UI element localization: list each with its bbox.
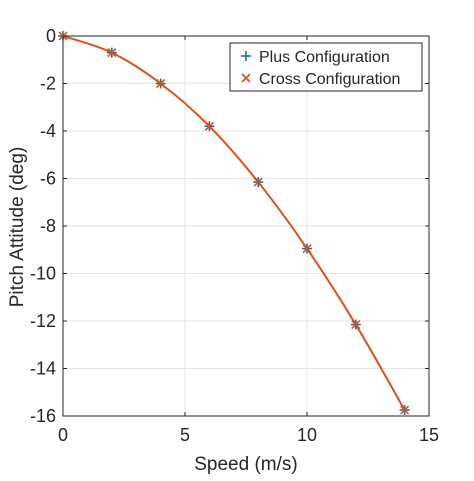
y-tick-label: -6 xyxy=(40,169,56,189)
legend-symbol-cross xyxy=(241,73,251,83)
data-point-cross xyxy=(253,177,263,187)
y-tick-label: -12 xyxy=(30,311,56,331)
data-point-cross xyxy=(400,405,410,415)
grid-layer xyxy=(62,35,430,417)
data-point-cross xyxy=(351,319,361,330)
x-tick-label: 0 xyxy=(58,425,68,445)
y-tick-label: -4 xyxy=(40,121,56,141)
x-tick-label: 10 xyxy=(297,425,317,445)
data-point-cross xyxy=(302,243,312,254)
data-point-cross xyxy=(204,121,214,131)
legend-cross-marker xyxy=(241,73,251,83)
legend-label-cross: Cross Configuration xyxy=(259,71,400,88)
y-tick-label: -16 xyxy=(30,406,56,426)
y-tick-label: -8 xyxy=(40,216,56,236)
x-tick-label: 5 xyxy=(180,425,190,445)
legend-box xyxy=(229,42,423,92)
legend-plus-marker xyxy=(241,51,251,61)
y-axis-label: Pitch Attitude (deg) xyxy=(7,147,28,308)
data-point-cross xyxy=(156,78,166,89)
marker-layer xyxy=(58,31,410,416)
data-point-cross xyxy=(107,48,117,58)
legend-symbol-plus xyxy=(241,51,251,61)
x-tick-label: 15 xyxy=(419,425,439,445)
y-tick-label: -10 xyxy=(30,264,56,284)
legend: Plus Configuration Cross Configuration xyxy=(229,42,423,92)
y-tick-label: -14 xyxy=(30,359,56,379)
tick-layer: 0 5 10 15 0 -2 -4 -6 -8 -10 -12 -14 -16 xyxy=(30,26,439,445)
y-tick-label: -2 xyxy=(40,74,56,94)
x-axis-label: Speed (m/s) xyxy=(194,454,297,475)
legend-label-plus: Plus Configuration xyxy=(259,49,390,66)
y-tick-label: 0 xyxy=(46,26,56,46)
